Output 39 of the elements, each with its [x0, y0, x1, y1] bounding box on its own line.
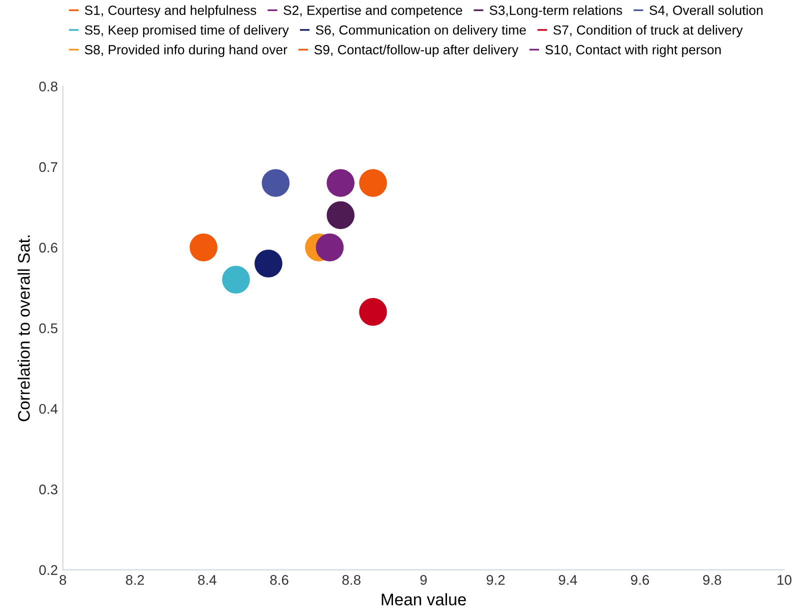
- x-axis-title: Mean value: [382, 593, 466, 606]
- legend-label: S7, Condition of truck at delivery: [553, 24, 743, 38]
- y-tick-label: 0.2: [39, 565, 58, 575]
- legend-label: S9, Contact/follow-up after delivery: [314, 44, 518, 57]
- point: [326, 169, 354, 197]
- x-tick-label: 9.4: [558, 575, 578, 585]
- legend-label: S10, Contact with right person: [545, 44, 721, 57]
- x-tick-label: 8.2: [126, 575, 144, 585]
- x-tick-label: 8: [60, 575, 66, 585]
- y-tick-label: 0.5: [39, 323, 58, 334]
- x-tick-label: 8.6: [270, 575, 288, 585]
- x-tick-label: 9.8: [703, 575, 722, 585]
- y-tick-label: 0.8: [39, 82, 58, 92]
- y-tick-label: 0.7: [39, 162, 58, 172]
- y-tick-label: 0.4: [39, 404, 58, 414]
- legend-label: S8, Provided info during hand over: [84, 44, 288, 57]
- point: [262, 169, 290, 197]
- point: [222, 266, 250, 294]
- point: [359, 298, 387, 326]
- x-tick-label: 8.8: [342, 575, 360, 585]
- legend-label: S6, Communication on delivery time: [316, 24, 526, 38]
- legend-label: S5, Keep promised time of delivery: [84, 24, 289, 38]
- point: [254, 250, 282, 278]
- point: [316, 234, 344, 262]
- legend-label: S2, Expertise and competence: [284, 5, 462, 18]
- x-tick-label: 10: [778, 575, 792, 585]
- y-tick-label: 0.6: [39, 242, 58, 253]
- point: [359, 169, 387, 197]
- x-tick-label: 9.6: [630, 575, 650, 585]
- legend-label: S1, Courtesy and helpfulness: [84, 5, 256, 18]
- x-tick-label: 9.2: [486, 575, 505, 585]
- y-tick-label: 0.3: [39, 484, 58, 494]
- y-axis-title: Correlation to overall Sat.: [18, 236, 30, 422]
- legend-label: S3,Long-term relations: [490, 5, 622, 18]
- x-tick-label: 8.4: [198, 575, 216, 585]
- x-tick-label: 9: [420, 575, 427, 585]
- point: [326, 201, 354, 230]
- point: [190, 234, 218, 262]
- legend-label: S4, Overall solution: [650, 5, 762, 17]
